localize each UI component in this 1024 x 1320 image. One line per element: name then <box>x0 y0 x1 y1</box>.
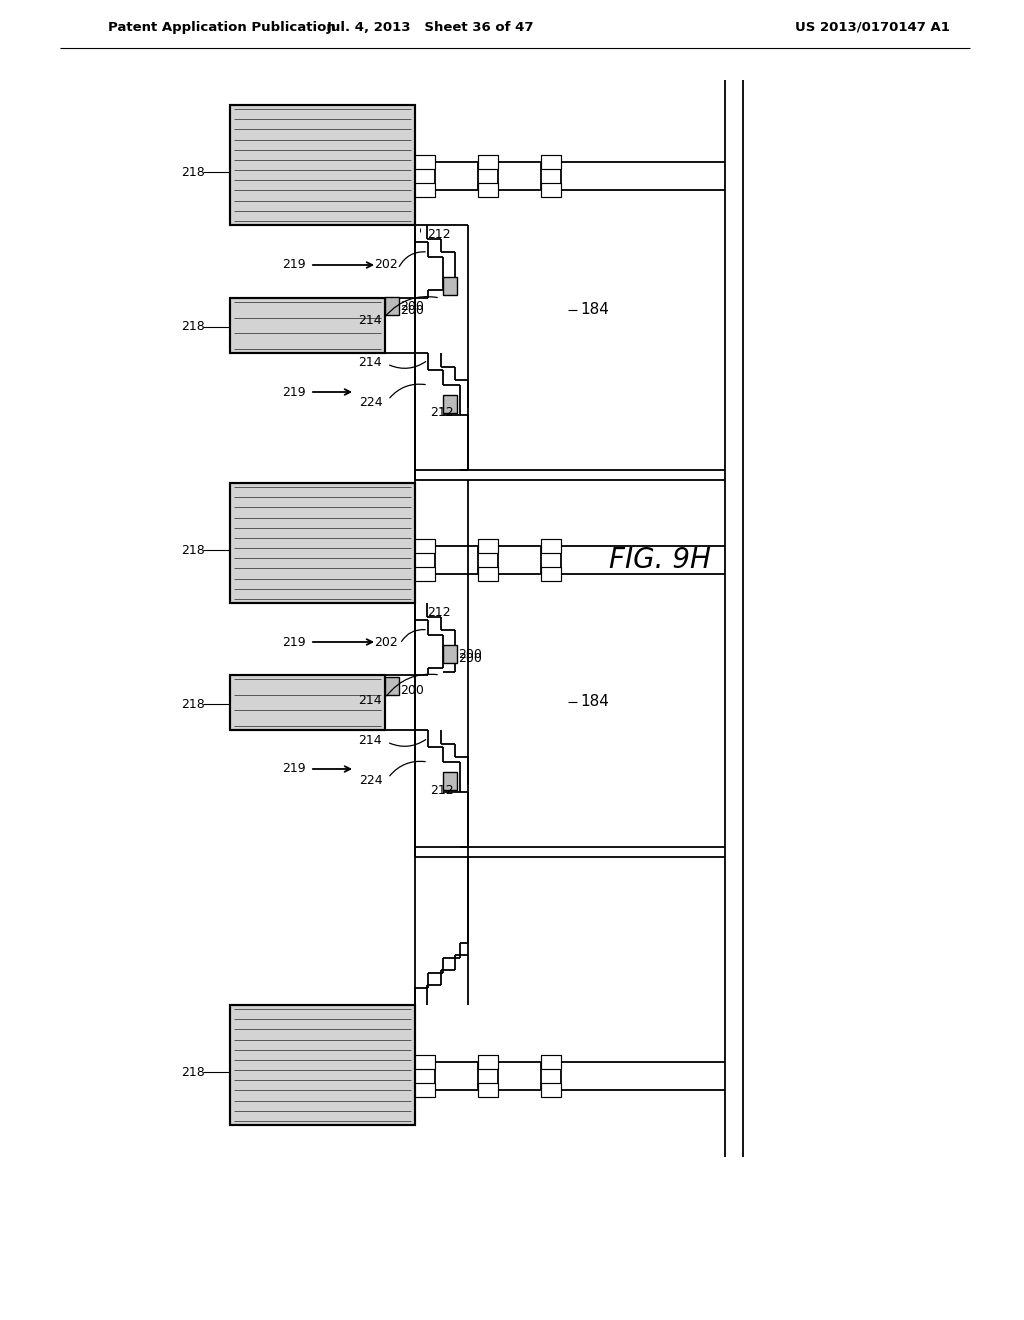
Bar <box>230 298 385 352</box>
Text: 219: 219 <box>283 259 306 272</box>
Text: Jul. 4, 2013   Sheet 36 of 47: Jul. 4, 2013 Sheet 36 of 47 <box>327 21 534 33</box>
Bar <box>415 1082 435 1097</box>
Bar <box>443 645 457 663</box>
Bar <box>230 1005 415 1125</box>
Bar <box>415 568 435 581</box>
Bar <box>230 675 385 730</box>
Bar <box>230 106 415 224</box>
Text: 184: 184 <box>581 694 609 710</box>
Bar <box>443 772 457 789</box>
Bar <box>415 539 435 553</box>
Bar <box>230 106 415 224</box>
Bar <box>541 568 561 581</box>
Text: 212: 212 <box>430 784 454 796</box>
Text: FIG. 9H: FIG. 9H <box>609 546 711 574</box>
Bar <box>478 539 498 553</box>
Text: 200: 200 <box>458 652 482 665</box>
Text: 212: 212 <box>427 228 451 242</box>
Text: 212: 212 <box>430 405 454 418</box>
Text: 202: 202 <box>374 259 398 272</box>
Text: 202: 202 <box>374 635 398 648</box>
Text: 214: 214 <box>358 734 382 747</box>
Bar <box>415 1055 435 1069</box>
Bar <box>230 675 385 730</box>
Bar <box>541 1082 561 1097</box>
Bar <box>230 1005 415 1125</box>
Bar <box>541 539 561 553</box>
Text: 218: 218 <box>181 321 205 334</box>
Text: 218: 218 <box>181 165 205 178</box>
Text: 214: 214 <box>358 693 382 706</box>
Text: 184: 184 <box>581 302 609 318</box>
Bar <box>541 154 561 169</box>
Text: 219: 219 <box>283 635 306 648</box>
Text: 218: 218 <box>181 697 205 710</box>
Text: 214: 214 <box>358 355 382 368</box>
Bar <box>230 483 415 603</box>
Bar <box>478 183 498 197</box>
Bar <box>478 154 498 169</box>
Bar <box>230 483 415 603</box>
Bar <box>541 1055 561 1069</box>
Bar <box>478 568 498 581</box>
Text: US 2013/0170147 A1: US 2013/0170147 A1 <box>795 21 949 33</box>
Text: 200: 200 <box>400 685 424 697</box>
Bar <box>478 1082 498 1097</box>
Text: 219: 219 <box>283 385 306 399</box>
Text: Patent Application Publication: Patent Application Publication <box>108 21 336 33</box>
Text: 218: 218 <box>181 544 205 557</box>
Bar <box>230 298 385 352</box>
Bar <box>385 677 399 696</box>
Text: 200: 200 <box>400 305 424 318</box>
Bar <box>385 297 399 315</box>
Text: 219: 219 <box>283 763 306 776</box>
Bar <box>443 277 457 294</box>
Bar <box>415 154 435 169</box>
Text: 200: 200 <box>458 648 482 660</box>
Bar <box>478 1055 498 1069</box>
Text: 218: 218 <box>181 1065 205 1078</box>
Bar <box>415 183 435 197</box>
Text: 224: 224 <box>359 396 383 408</box>
Text: 214: 214 <box>358 314 382 326</box>
Bar <box>443 395 457 413</box>
Bar <box>541 183 561 197</box>
Text: 224: 224 <box>359 774 383 787</box>
Text: 212: 212 <box>427 606 451 619</box>
Text: 200: 200 <box>400 300 424 313</box>
